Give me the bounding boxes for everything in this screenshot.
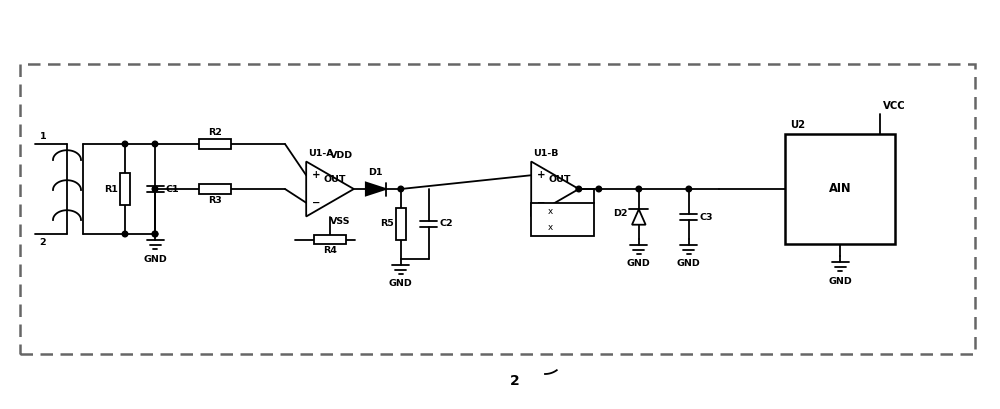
Text: VCC: VCC bbox=[883, 101, 906, 111]
Text: D2: D2 bbox=[613, 209, 628, 218]
Text: R3: R3 bbox=[208, 196, 222, 205]
Bar bbox=[531, 203, 594, 236]
Circle shape bbox=[686, 186, 692, 192]
Text: R1: R1 bbox=[104, 184, 118, 193]
Polygon shape bbox=[306, 162, 354, 216]
Text: GND: GND bbox=[677, 259, 701, 268]
Circle shape bbox=[122, 141, 128, 147]
Text: 2: 2 bbox=[40, 238, 46, 247]
Text: R5: R5 bbox=[380, 220, 394, 229]
Polygon shape bbox=[531, 162, 579, 216]
Text: 1: 1 bbox=[40, 132, 46, 141]
Text: 2: 2 bbox=[510, 374, 520, 388]
Text: U1-A: U1-A bbox=[308, 150, 334, 159]
Text: R4: R4 bbox=[323, 247, 337, 256]
Text: U2: U2 bbox=[790, 121, 805, 130]
Text: −: − bbox=[537, 198, 545, 208]
FancyBboxPatch shape bbox=[20, 64, 975, 354]
Text: C1: C1 bbox=[166, 184, 179, 193]
Text: GND: GND bbox=[143, 254, 167, 263]
Bar bbox=[199, 139, 231, 149]
Polygon shape bbox=[632, 209, 646, 225]
Bar bbox=[314, 235, 346, 244]
Circle shape bbox=[152, 231, 158, 237]
Text: AIN: AIN bbox=[829, 182, 851, 196]
Text: GND: GND bbox=[389, 279, 413, 288]
Text: +: + bbox=[312, 170, 320, 180]
Circle shape bbox=[152, 231, 158, 237]
Bar bbox=[120, 173, 130, 205]
Text: C2: C2 bbox=[440, 220, 453, 229]
Text: x: x bbox=[547, 223, 553, 232]
Text: OUT: OUT bbox=[323, 175, 346, 184]
Text: R2: R2 bbox=[208, 128, 222, 137]
Bar bbox=[785, 134, 895, 244]
Circle shape bbox=[152, 186, 158, 192]
Polygon shape bbox=[366, 182, 386, 196]
Text: U1-B: U1-B bbox=[533, 150, 559, 159]
Circle shape bbox=[636, 186, 642, 192]
Text: −: − bbox=[312, 198, 320, 208]
Bar bbox=[199, 184, 231, 194]
Text: C3: C3 bbox=[700, 213, 713, 222]
Circle shape bbox=[152, 141, 158, 147]
Text: D1: D1 bbox=[369, 168, 383, 177]
Circle shape bbox=[596, 186, 602, 192]
Text: OUT: OUT bbox=[548, 175, 571, 184]
Circle shape bbox=[576, 186, 582, 192]
Circle shape bbox=[122, 231, 128, 237]
Text: VDD: VDD bbox=[330, 151, 354, 160]
Text: GND: GND bbox=[627, 259, 651, 268]
Bar bbox=[396, 208, 406, 240]
Text: VSS: VSS bbox=[330, 218, 350, 227]
Text: +: + bbox=[537, 170, 545, 180]
Circle shape bbox=[398, 186, 404, 192]
Text: GND: GND bbox=[828, 276, 852, 285]
Text: x: x bbox=[547, 207, 553, 216]
